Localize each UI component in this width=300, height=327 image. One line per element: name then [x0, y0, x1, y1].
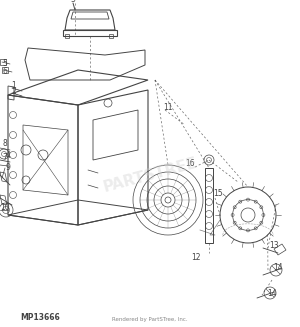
Text: 15: 15	[213, 188, 223, 198]
Text: 14: 14	[267, 288, 277, 298]
Text: Rendered by PartSTree, Inc.: Rendered by PartSTree, Inc.	[112, 318, 188, 322]
Text: PARTSTREE: PARTSTREE	[101, 155, 199, 195]
Text: 2: 2	[12, 87, 16, 95]
Text: 6: 6	[3, 66, 8, 76]
Text: 12: 12	[191, 253, 201, 263]
Text: 14: 14	[273, 264, 283, 272]
Text: 9: 9	[6, 164, 10, 173]
Text: 5: 5	[3, 59, 8, 67]
Text: 4: 4	[6, 150, 10, 160]
Text: 10: 10	[0, 203, 10, 213]
Text: 3: 3	[70, 0, 75, 1]
Text: MP13666: MP13666	[20, 314, 60, 322]
Text: 7: 7	[3, 152, 8, 162]
Text: 3: 3	[70, 0, 75, 5]
Text: 8: 8	[3, 140, 8, 148]
Text: 1: 1	[12, 80, 16, 90]
Text: 16: 16	[185, 159, 195, 167]
Text: 13: 13	[269, 240, 279, 250]
Text: 11: 11	[163, 104, 173, 112]
